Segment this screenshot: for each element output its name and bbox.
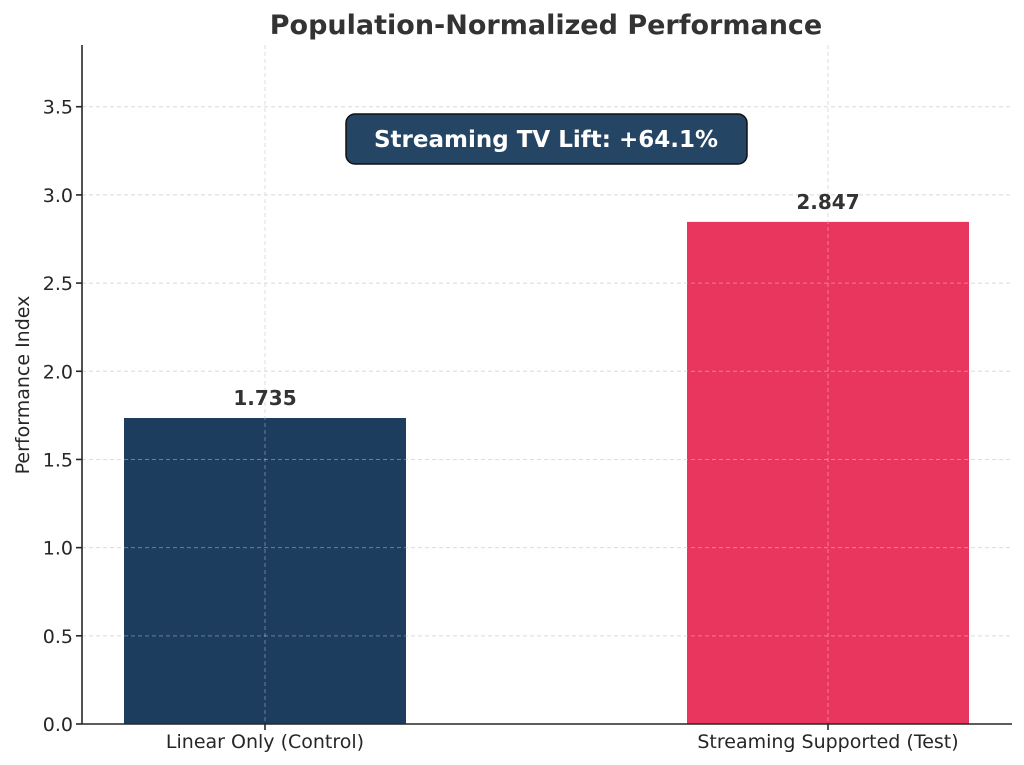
y-tick-label: 2.0 (43, 361, 73, 383)
y-tick-label: 2.5 (43, 273, 73, 295)
bar-layer (124, 221, 969, 724)
annotation-box (345, 113, 748, 165)
bar (687, 221, 969, 724)
axis-layer (76, 45, 1012, 730)
y-tick-label: 1.0 (43, 538, 73, 560)
grid-overlay-layer (82, 45, 1012, 724)
y-tick-label: 0.0 (43, 714, 73, 736)
bar-value-label: 1.735 (233, 386, 296, 410)
lift-annotation: Streaming TV Lift: +64.1% (345, 113, 748, 165)
label-layer: 0.0 0.5 1.0 1.5 2.0 2.5 3.0 3.5 1.735 Linear Only… (43, 97, 959, 753)
y-tick-label: 3.0 (43, 185, 73, 207)
x-tick-label: Streaming Supported (Test) (697, 731, 958, 753)
chart-title: Population-Normalized Performance (270, 10, 823, 41)
y-tick-label: 1.5 (43, 449, 73, 471)
y-tick-label: 0.5 (43, 626, 73, 648)
annotation-text: Streaming TV Lift: +64.1% (374, 127, 718, 153)
y-tick-label: 3.5 (43, 97, 73, 119)
x-tick-label: Linear Only (Control) (166, 731, 364, 753)
bar (124, 418, 406, 724)
bar-value-label: 2.847 (796, 190, 859, 214)
y-axis-label: Performance Index (12, 296, 34, 475)
